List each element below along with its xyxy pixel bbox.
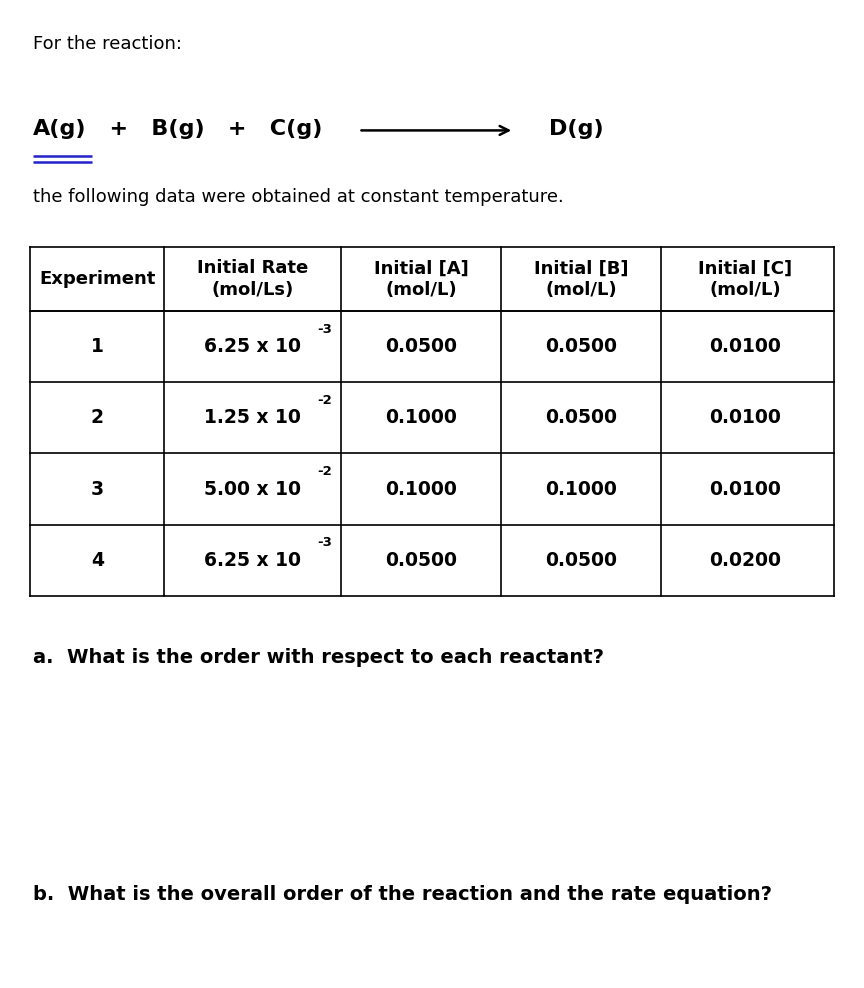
- Text: Initial [C]
(mol/L): Initial [C] (mol/L): [698, 260, 792, 298]
- Text: D(g): D(g): [549, 119, 603, 138]
- Text: 0.0100: 0.0100: [709, 337, 781, 357]
- Text: For the reaction:: For the reaction:: [33, 35, 181, 52]
- Text: 0.0200: 0.0200: [709, 550, 781, 570]
- Text: 1.25 x 10: 1.25 x 10: [204, 408, 302, 428]
- Text: -2: -2: [317, 464, 333, 478]
- Text: the following data were obtained at constant temperature.: the following data were obtained at cons…: [33, 188, 563, 206]
- Text: 0.0500: 0.0500: [545, 408, 617, 428]
- Text: +   B(g)   +   C(g): + B(g) + C(g): [94, 119, 322, 138]
- Text: 0.1000: 0.1000: [385, 408, 457, 428]
- Text: 6.25 x 10: 6.25 x 10: [204, 550, 302, 570]
- Text: -2: -2: [317, 393, 333, 407]
- Text: 6.25 x 10: 6.25 x 10: [204, 337, 302, 357]
- Text: a.  What is the order with respect to each reactant?: a. What is the order with respect to eac…: [33, 648, 604, 667]
- Text: 1: 1: [91, 337, 104, 357]
- Text: 0.0500: 0.0500: [385, 550, 457, 570]
- Text: 0.0500: 0.0500: [545, 550, 617, 570]
- Text: 0.0100: 0.0100: [709, 479, 781, 499]
- Text: Initial [B]
(mol/L): Initial [B] (mol/L): [534, 260, 628, 298]
- Text: Initial Rate
(mol/Ls): Initial Rate (mol/Ls): [197, 260, 308, 298]
- Text: 4: 4: [91, 550, 104, 570]
- Text: b.  What is the overall order of the reaction and the rate equation?: b. What is the overall order of the reac…: [33, 885, 772, 904]
- Text: Experiment: Experiment: [39, 270, 156, 288]
- Text: 3: 3: [91, 479, 104, 499]
- Text: -3: -3: [317, 535, 333, 549]
- Text: 0.0100: 0.0100: [709, 408, 781, 428]
- Text: 2: 2: [91, 408, 104, 428]
- Text: -3: -3: [317, 322, 333, 336]
- Text: 0.1000: 0.1000: [385, 479, 457, 499]
- Text: Initial [A]
(mol/L): Initial [A] (mol/L): [374, 260, 468, 298]
- Text: 0.1000: 0.1000: [545, 479, 617, 499]
- Text: 0.0500: 0.0500: [545, 337, 617, 357]
- Text: 5.00 x 10: 5.00 x 10: [204, 479, 302, 499]
- Text: A(g): A(g): [33, 119, 86, 138]
- Text: 0.0500: 0.0500: [385, 337, 457, 357]
